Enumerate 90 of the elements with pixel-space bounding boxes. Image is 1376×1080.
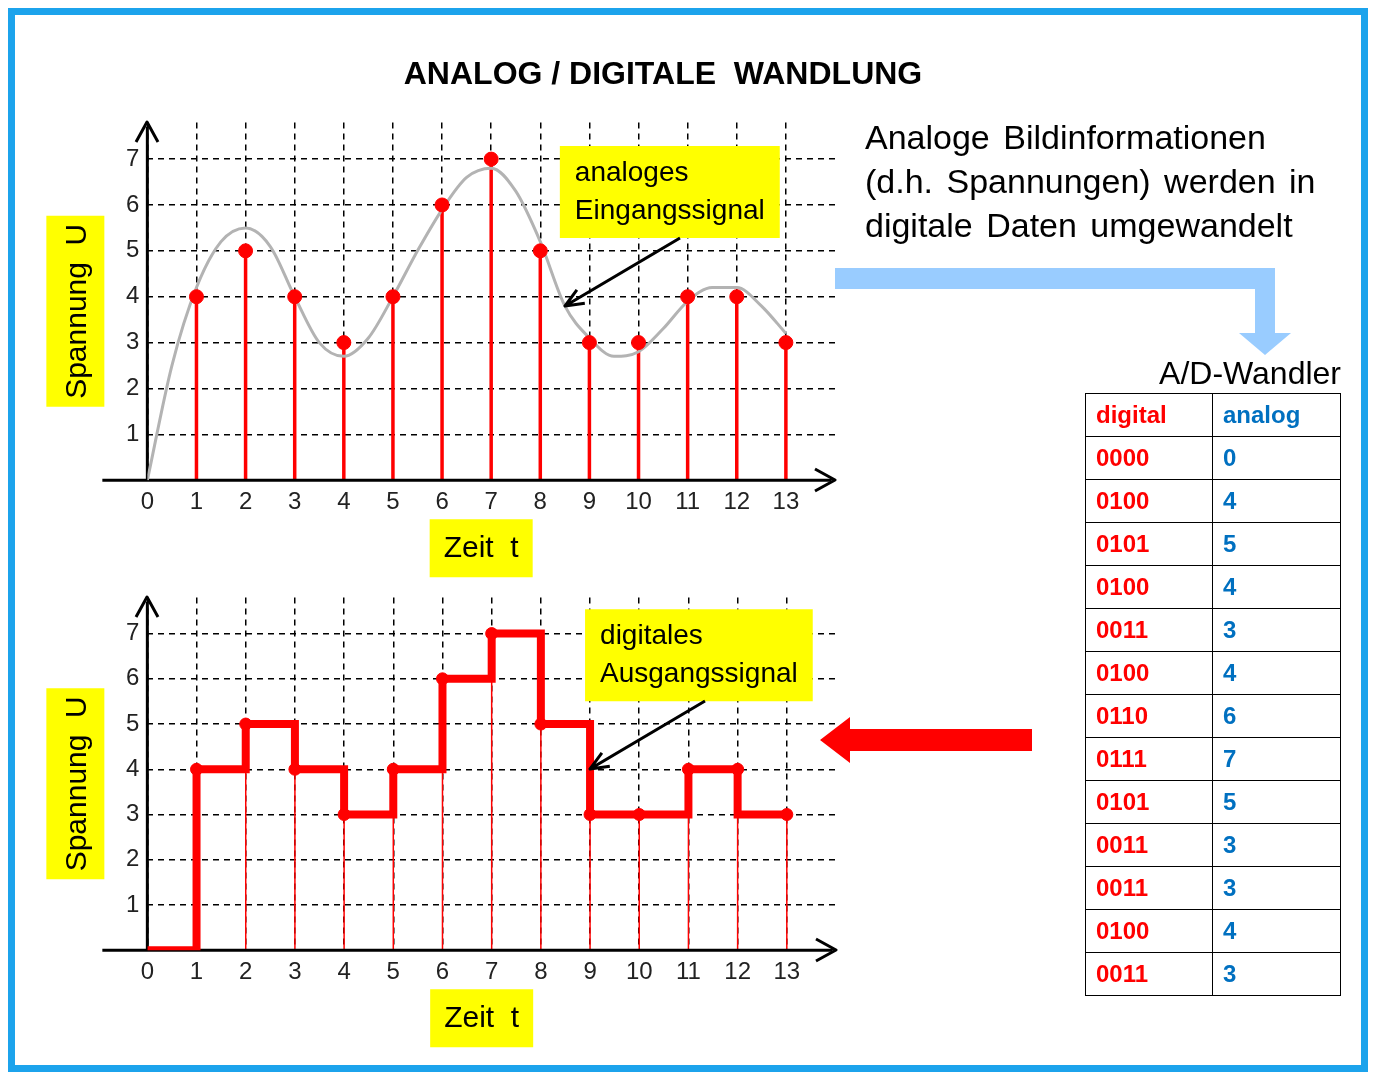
point (680, 289, 696, 305)
x-tick-label: 12 (724, 957, 751, 985)
data-label: 3 (1212, 866, 1341, 910)
category-label: 0000 (1085, 436, 1213, 480)
x-tick-label: 6 (435, 957, 450, 985)
data-label: 0 (1212, 436, 1341, 480)
x-tick-label: 8 (533, 487, 547, 515)
y-tick-label: 3 (125, 799, 140, 827)
y-tick-label: 2 (125, 373, 140, 401)
category-label: 0011 (1085, 952, 1213, 996)
point (238, 243, 254, 259)
x-tick-label: 11 (675, 957, 701, 985)
point (532, 243, 548, 259)
y-tick-label: 3 (125, 327, 140, 355)
x-tick-label: 9 (582, 487, 597, 515)
data-label: 5 (1212, 522, 1341, 566)
x-tick-label: 13 (772, 487, 800, 515)
y-tick-label: 6 (125, 663, 140, 691)
x-tick-label: 8 (534, 957, 548, 985)
x-tick-label: 12 (723, 487, 751, 515)
annotation: analoges Eingangssignal (574, 155, 765, 225)
data-label: 4 (1212, 909, 1341, 953)
category-label: 0111 (1085, 737, 1213, 781)
category-label: 0011 (1085, 866, 1213, 910)
category-label: 0100 (1085, 479, 1213, 523)
category-label: 0100 (1085, 565, 1213, 609)
y-tick-label: 4 (125, 281, 140, 309)
point (287, 289, 303, 305)
x-axis-title: Zeit t (443, 530, 520, 564)
x-tick-label: 10 (625, 957, 653, 985)
x-tick-label: 3 (288, 487, 302, 515)
x-tick-label: 7 (484, 487, 498, 515)
x-tick-label: 5 (386, 957, 400, 985)
x-tick-label: 6 (435, 487, 449, 515)
category-label: 0100 (1085, 909, 1213, 953)
x-tick-label: 7 (484, 957, 499, 985)
data-label: 3 (1212, 608, 1341, 652)
text: A/D-Wandler (1158, 355, 1341, 393)
category-label: 0110 (1085, 694, 1213, 738)
x-tick-label: 0 (140, 957, 155, 985)
y-tick-label: 5 (125, 235, 140, 263)
category-label: 0101 (1085, 780, 1213, 824)
category-label: 0100 (1085, 651, 1213, 695)
data-label: 4 (1212, 565, 1341, 609)
category-label: 0011 (1085, 823, 1213, 867)
y-tick-label: 7 (125, 618, 140, 646)
data-label: 4 (1212, 651, 1341, 695)
x-tick-label: 9 (583, 957, 597, 985)
point (483, 151, 499, 167)
data-label: 6 (1212, 694, 1341, 738)
x-tick-label: 2 (239, 957, 253, 985)
y-tick-label: 1 (125, 889, 140, 917)
x-tick-label: 5 (386, 487, 400, 515)
x-tick-label: 1 (189, 487, 204, 515)
point (729, 289, 745, 305)
y-tick-label: 6 (125, 189, 140, 217)
x-tick-label: 13 (773, 957, 801, 985)
x-tick-label: 2 (238, 487, 253, 515)
point (385, 289, 401, 305)
y-axis-title: Spannung U (58, 696, 92, 872)
x-tick-label: 3 (288, 957, 302, 985)
data-label: 7 (1212, 737, 1341, 781)
y-tick-label: 2 (125, 844, 140, 872)
point (778, 335, 794, 351)
text: analog (1212, 393, 1341, 437)
x-tick-label: 1 (189, 957, 204, 985)
x-tick-label: 4 (337, 957, 351, 985)
point (631, 335, 647, 351)
annotation: digitales Ausgangssignal (600, 619, 798, 688)
category-label: 0101 (1085, 522, 1213, 566)
data-label: 3 (1212, 823, 1341, 867)
text: digital (1085, 393, 1213, 437)
point (581, 335, 597, 351)
y-tick-label: 5 (125, 708, 140, 736)
x-tick-label: 10 (625, 487, 652, 515)
y-tick-label: 7 (125, 143, 140, 171)
chart-title: ANALOG / DIGITALE WANDLUNG (402, 55, 924, 92)
point (434, 197, 450, 213)
text: Analoge Bildinformationen (d.h. Spannungen) werden in digitale Daten umgewandelt (865, 117, 1317, 246)
y-tick-label: 1 (125, 418, 140, 446)
x-tick-label: 11 (675, 487, 701, 515)
y-tick-label: 4 (125, 753, 140, 781)
category-label: 0011 (1085, 608, 1213, 652)
x-tick-label: 4 (337, 487, 351, 515)
x-tick-label: 0 (140, 487, 155, 515)
data-label: 5 (1212, 780, 1341, 824)
point (188, 289, 204, 305)
x-axis-title: Zeit t (444, 1000, 520, 1034)
point (336, 335, 352, 351)
y-axis-title: Spannung U (58, 223, 92, 399)
